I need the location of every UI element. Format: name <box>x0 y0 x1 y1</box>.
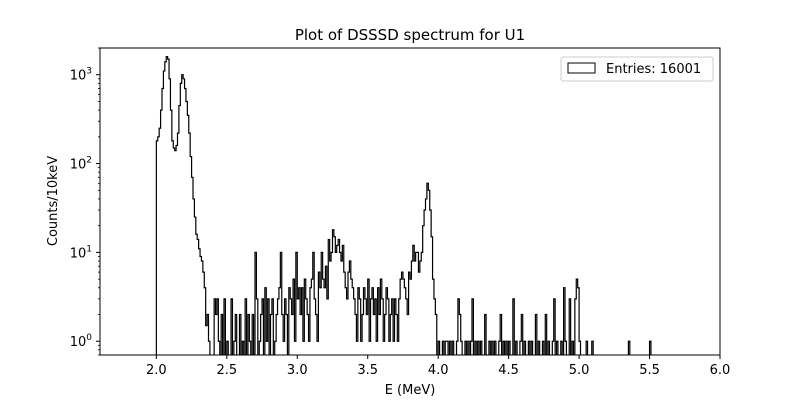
histogram-series <box>155 56 652 355</box>
x-axis-ticks: 2.0 2.5 3.0 3.5 4.0 4.5 5.0 5.5 6.0 <box>146 355 730 378</box>
x-axis-label: E (MeV) <box>385 383 436 398</box>
y-tick-label: 100 <box>70 333 93 350</box>
histogram-step-line <box>155 56 652 355</box>
x-tick-label: 6.0 <box>710 363 731 378</box>
x-tick-label: 4.5 <box>498 363 519 378</box>
legend-box <box>560 56 714 82</box>
y-axis-label: Counts/10keV <box>46 156 61 246</box>
y-tick-label: 103 <box>70 67 92 84</box>
x-tick-label: 3.0 <box>287 363 308 378</box>
x-tick-label: 4.0 <box>428 363 449 378</box>
chart-title: Plot of DSSSD spectrum for U1 <box>295 26 525 44</box>
y-tick-label: 102 <box>70 156 92 173</box>
plot-area-frame <box>99 47 721 356</box>
x-tick-label: 5.5 <box>639 363 660 378</box>
x-tick-label: 2.5 <box>216 363 237 378</box>
y-tick-label: 101 <box>70 244 92 261</box>
legend-label: Entries: 16001 <box>606 62 701 77</box>
y-axis-ticks: 100 101 102 103 <box>70 47 100 356</box>
legend: Entries: 16001 <box>560 56 714 82</box>
x-tick-label: 5.0 <box>569 363 590 378</box>
x-tick-label: 3.5 <box>357 363 378 378</box>
x-tick-label: 2.0 <box>146 363 167 378</box>
legend-swatch <box>567 62 596 74</box>
